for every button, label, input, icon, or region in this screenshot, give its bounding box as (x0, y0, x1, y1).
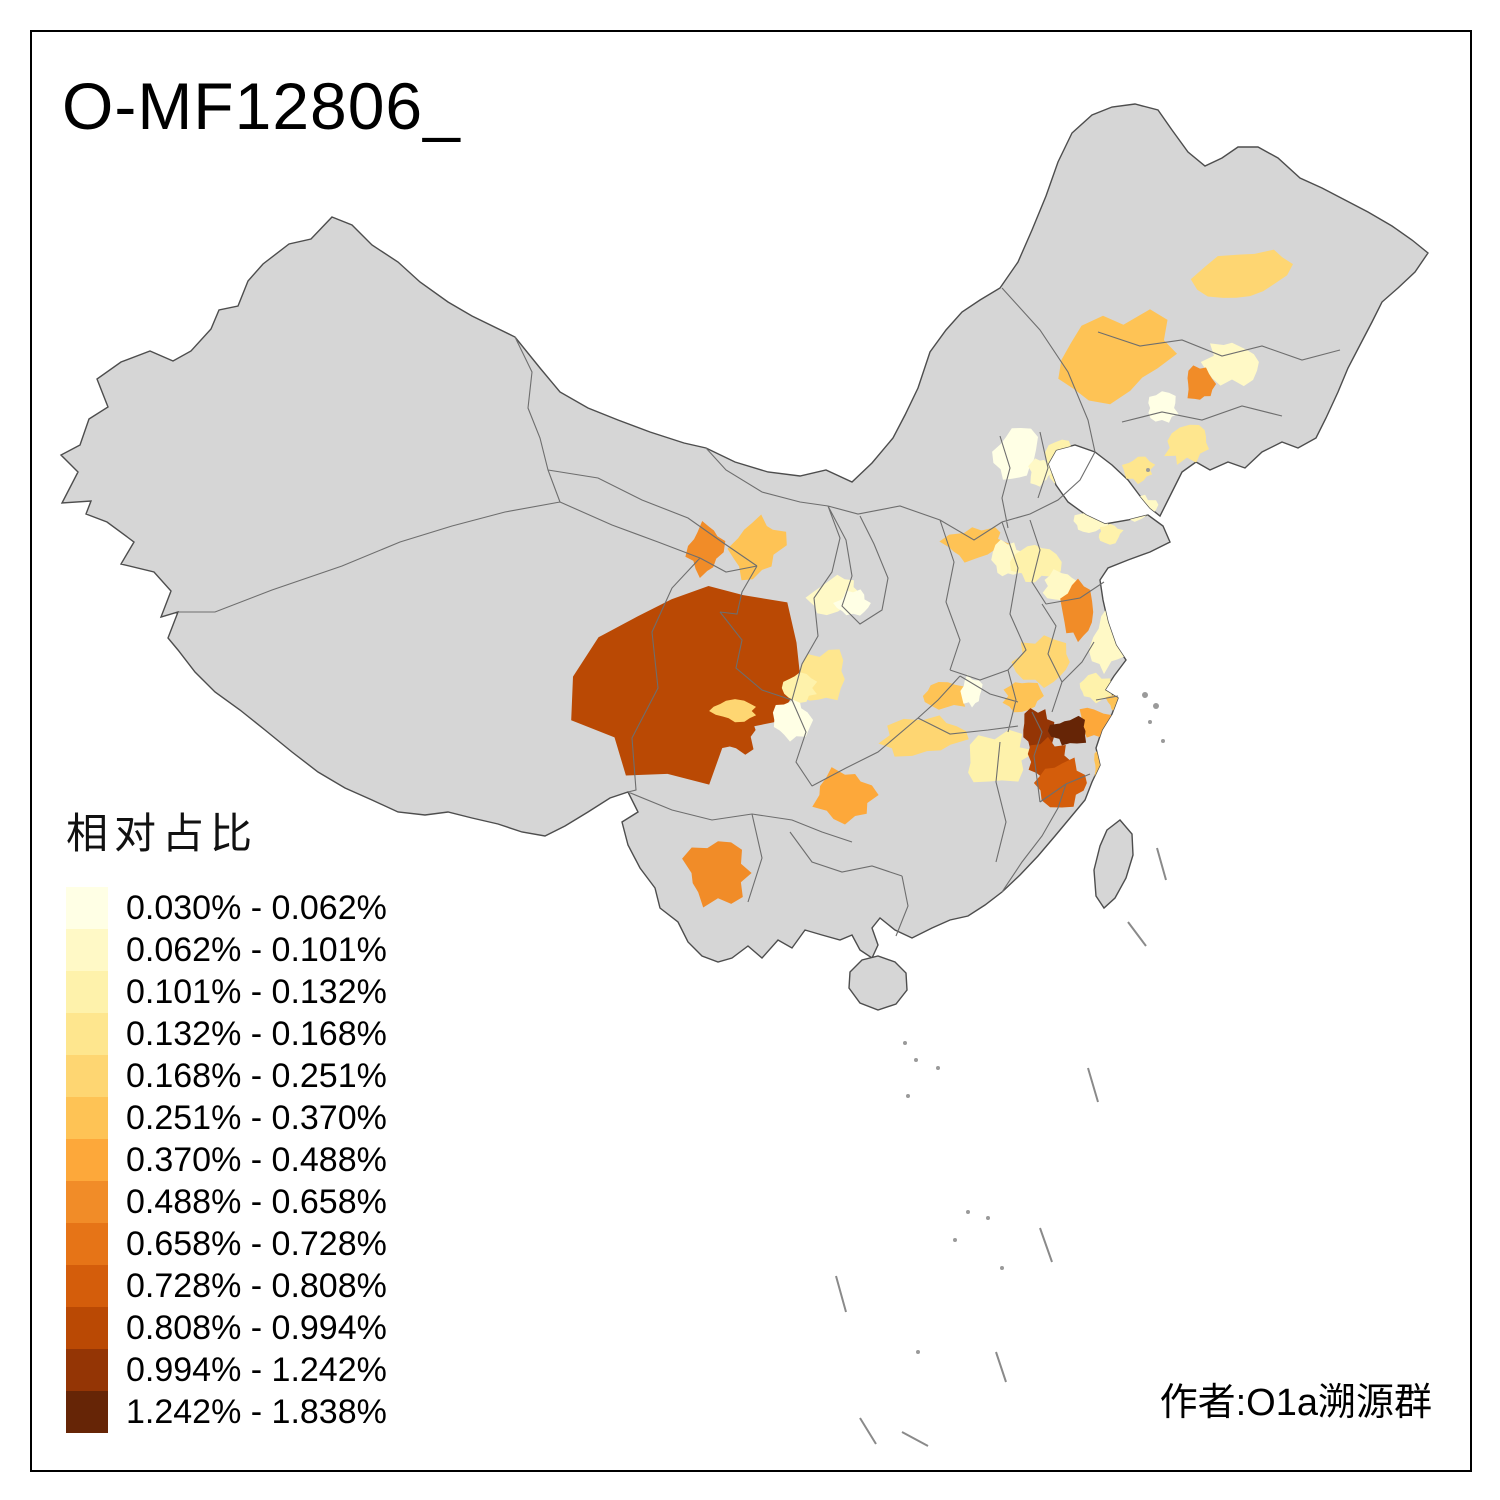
legend-item: 0.251% - 0.370% (66, 1097, 387, 1139)
legend-label: 0.030% - 0.062% (126, 888, 387, 927)
legend-label: 0.370% - 0.488% (126, 1140, 387, 1179)
legend-swatch (66, 1265, 108, 1307)
legend-swatch (66, 1055, 108, 1097)
legend-item: 0.728% - 0.808% (66, 1265, 387, 1307)
choropleth-region (1047, 715, 1087, 746)
choropleth-region (682, 841, 752, 908)
choropleth-region (1058, 309, 1177, 405)
legend-items: 0.030% - 0.062% 0.062% - 0.101% 0.101% - 0… (66, 887, 387, 1433)
legend-label: 0.488% - 0.658% (126, 1182, 387, 1221)
legend-item: 0.994% - 1.242% (66, 1349, 387, 1391)
plot-frame (30, 30, 1472, 1472)
choropleth-region (960, 674, 983, 708)
choropleth-region (1190, 249, 1293, 298)
legend-label: 0.101% - 0.132% (126, 972, 387, 1011)
choropleth-region (992, 428, 1038, 480)
legend-swatch (66, 1181, 108, 1223)
legend: 相对占比 0.030% - 0.062% 0.062% - 0.101% 0.101… (66, 800, 387, 1433)
legend-label: 0.808% - 0.994% (126, 1308, 387, 1347)
legend-swatch (66, 1349, 108, 1391)
choropleth-region (1033, 757, 1087, 808)
author-credit: 作者:O1a溯源群 (1159, 1382, 1432, 1424)
choropleth-region (1027, 736, 1072, 785)
choropleth-region (772, 697, 814, 742)
legend-label: 1.242% - 1.838% (126, 1392, 387, 1431)
choropleth-region (1148, 391, 1179, 423)
taiwan-island (1093, 819, 1134, 910)
choropleth-region (1187, 365, 1217, 400)
nine-dash-line (835, 847, 1167, 1447)
legend-item: 1.242% - 1.838% (66, 1391, 387, 1433)
legend-title: 相对占比 (66, 810, 259, 857)
legend-swatch (66, 1307, 108, 1349)
choropleth-region (727, 514, 787, 581)
legend-swatch (66, 971, 108, 1013)
legend-label: 0.658% - 0.728% (126, 1224, 387, 1263)
sea-islets (903, 468, 1165, 1354)
legend-item: 0.168% - 0.251% (66, 1055, 387, 1097)
legend-item: 0.808% - 0.994% (66, 1307, 387, 1349)
legend-swatch (66, 1139, 108, 1181)
legend-item: 0.370% - 0.488% (66, 1139, 387, 1181)
page-title: O-MF12806_ (62, 69, 461, 143)
choropleth-region (1011, 635, 1070, 688)
choropleth-region (878, 715, 969, 757)
legend-item: 0.101% - 0.132% (66, 971, 387, 1013)
legend-swatch (66, 1097, 108, 1139)
legend-label: 0.168% - 0.251% (126, 1056, 387, 1095)
legend-label: 0.994% - 1.242% (126, 1350, 387, 1389)
choropleth-region (939, 527, 1011, 563)
choropleth-region (1164, 424, 1209, 465)
choropleth-region (709, 699, 757, 723)
legend-label: 0.728% - 0.808% (126, 1266, 387, 1305)
legend-item: 0.488% - 0.658% (66, 1181, 387, 1223)
choropleth-region (833, 589, 871, 616)
hainan-island (848, 955, 908, 1011)
legend-swatch (66, 1223, 108, 1265)
legend-item: 0.062% - 0.101% (66, 929, 387, 971)
legend-label: 0.062% - 0.101% (126, 930, 387, 969)
legend-swatch (66, 887, 108, 929)
legend-item: 0.030% - 0.062% (66, 887, 387, 929)
choropleth-region (781, 672, 818, 703)
choropleth-region (968, 729, 1038, 783)
legend-swatch (66, 1013, 108, 1055)
legend-label: 0.251% - 0.370% (126, 1098, 387, 1137)
legend-label: 0.132% - 0.168% (126, 1014, 387, 1053)
legend-item: 0.658% - 0.728% (66, 1223, 387, 1265)
legend-item: 0.132% - 0.168% (66, 1013, 387, 1055)
choropleth-region (1010, 544, 1062, 583)
choropleth-region (812, 767, 879, 825)
choropleth-region (1098, 523, 1124, 545)
legend-swatch (66, 929, 108, 971)
choropleth-region (1079, 672, 1119, 704)
legend-swatch (66, 1391, 108, 1433)
province-borders (178, 287, 1341, 937)
choropleth-region (1121, 456, 1156, 485)
choropleth-region (571, 586, 801, 785)
